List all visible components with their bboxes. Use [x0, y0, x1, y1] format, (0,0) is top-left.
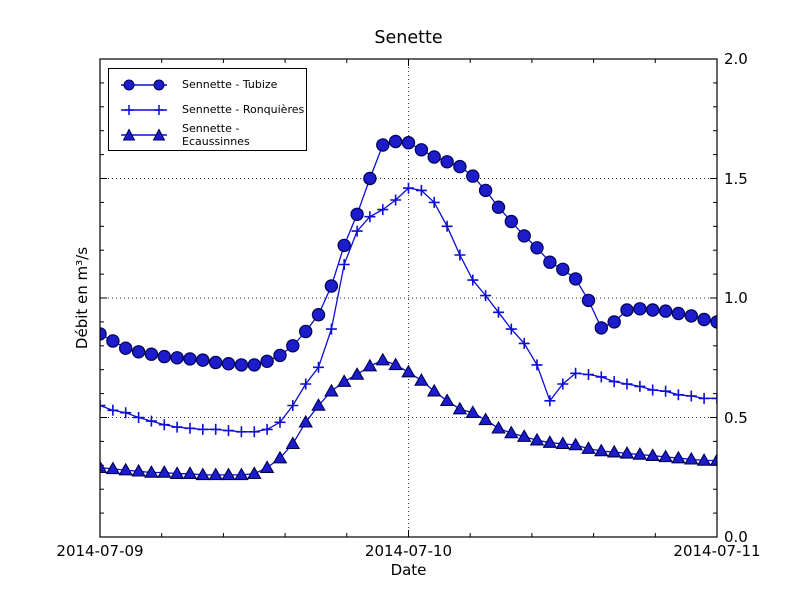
y-axis-label: Débit en m³/s — [73, 246, 91, 350]
chart-title: Senette — [374, 28, 443, 48]
legend-label-ecaussinnes: Sennette - Ecaussinnes — [182, 121, 250, 148]
triangle-marker-sample-icon — [121, 127, 167, 140]
y-tick-label-1: 0.5 — [724, 408, 748, 427]
x-axis-label: Date — [390, 561, 427, 579]
x-tick-label-0: 2014-07-09 — [56, 542, 144, 560]
legend-label-ronquieres: Sennette - Ronquières — [182, 103, 305, 116]
x-tick-label-2: 2014-07-11 — [673, 542, 761, 560]
legend-label-tubize: Sennette - Tubize — [182, 78, 278, 91]
y-tick-label-0: 0.0 — [724, 528, 748, 546]
legend: Sennette - Tubize Sennette - Ronquières … — [108, 68, 307, 151]
legend-entry-tubize: Sennette - Tubize — [109, 72, 306, 97]
y-tick-label-2: 1.0 — [724, 289, 748, 307]
plus-marker-sample-icon — [121, 104, 167, 115]
y-tick-label-4: 2.0 — [724, 50, 748, 68]
y-tick-label-3: 1.5 — [724, 169, 748, 188]
circle-marker-sample-icon — [121, 79, 167, 90]
x-tick-label-1: 2014-07-10 — [364, 542, 453, 560]
legend-entry-ronquieres: Sennette - Ronquières — [109, 97, 306, 122]
legend-entry-ecaussinnes: Sennette - Ecaussinnes — [109, 121, 306, 148]
